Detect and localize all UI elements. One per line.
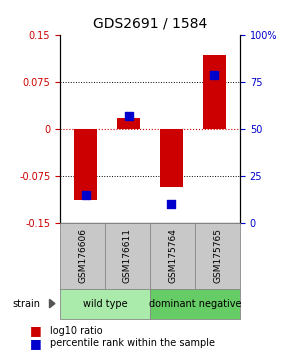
Text: log10 ratio: log10 ratio	[50, 326, 102, 336]
Point	[169, 201, 174, 207]
Text: GSM175764: GSM175764	[168, 228, 177, 283]
Point	[126, 113, 131, 119]
Bar	[74, 129, 98, 200]
Point	[212, 72, 217, 78]
Point	[83, 192, 88, 198]
Text: GDS2691 / 1584: GDS2691 / 1584	[93, 16, 207, 30]
Text: dominant negative: dominant negative	[149, 298, 241, 309]
Text: ■: ■	[30, 325, 42, 337]
Text: GSM175765: GSM175765	[213, 228, 222, 283]
Text: strain: strain	[12, 298, 40, 309]
Bar	[117, 118, 140, 129]
Bar	[202, 56, 226, 129]
Text: ■: ■	[30, 337, 42, 350]
Text: GSM176611: GSM176611	[123, 228, 132, 283]
Polygon shape	[50, 299, 55, 308]
Bar	[160, 129, 183, 187]
Text: wild type: wild type	[83, 298, 127, 309]
Text: GSM176606: GSM176606	[78, 228, 87, 283]
Text: percentile rank within the sample: percentile rank within the sample	[50, 338, 214, 348]
